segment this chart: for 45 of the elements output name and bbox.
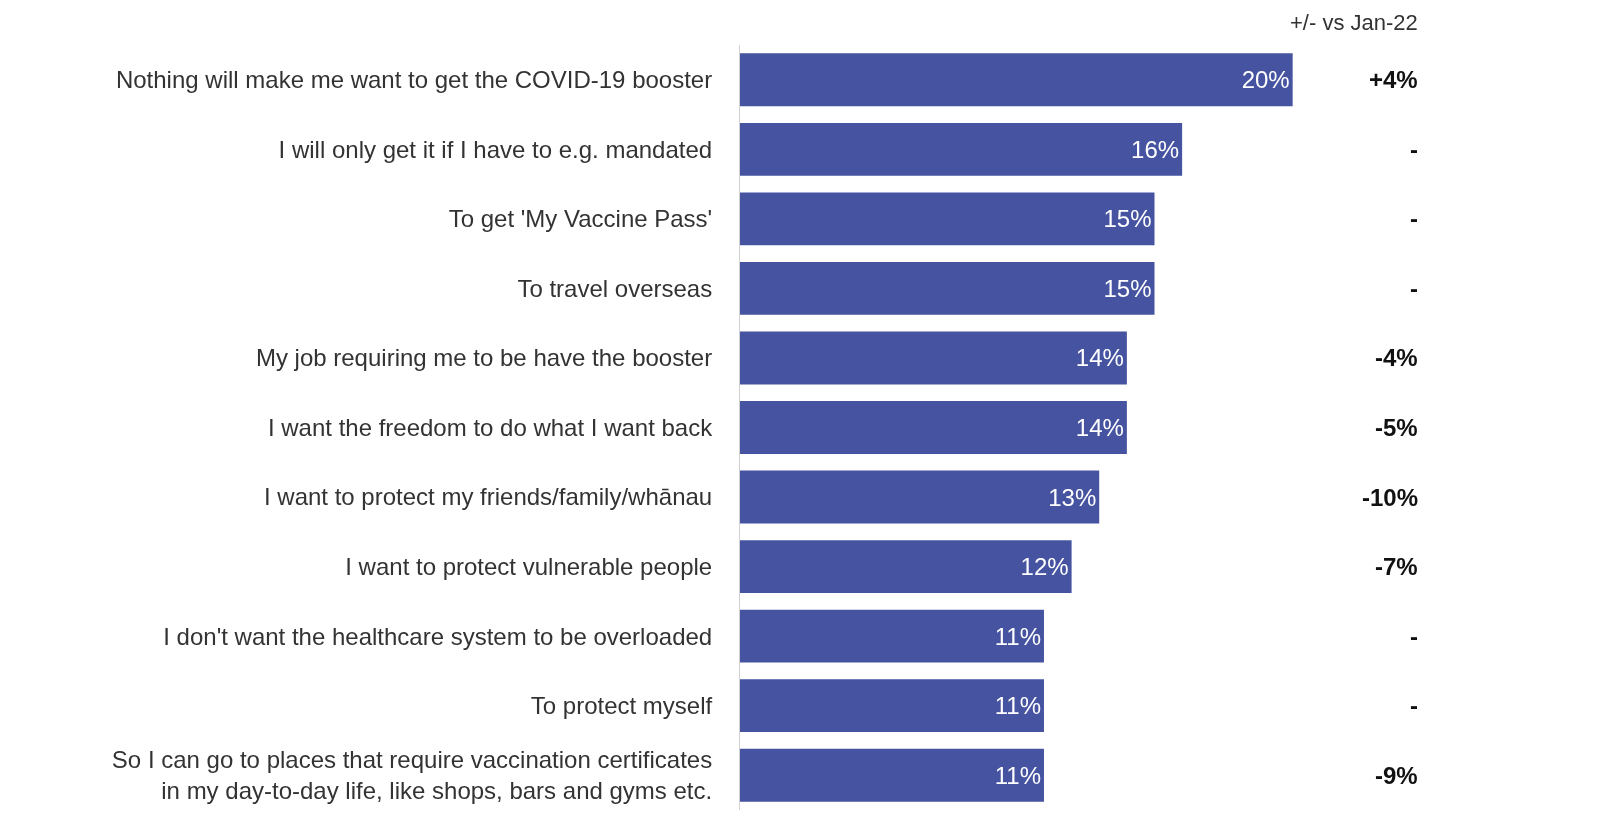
y-tick-label: To travel overseas	[517, 274, 713, 302]
text: -	[1410, 205, 1418, 232]
bar	[740, 609, 1044, 663]
bar	[740, 53, 1293, 107]
bar	[740, 261, 1155, 315]
bar	[740, 192, 1155, 246]
data-label: 14%	[1075, 414, 1124, 441]
bar	[740, 679, 1044, 733]
y-tick-label: My job requiring me to be have the booster	[255, 344, 713, 372]
text: -	[1410, 623, 1418, 650]
bar	[740, 331, 1127, 385]
bar	[740, 748, 1044, 802]
bar	[740, 470, 1100, 524]
bar	[740, 540, 1072, 594]
text: -	[1410, 136, 1418, 163]
y-tick-label: I don't want the healthcare system to be overloaded	[163, 622, 713, 650]
text: -4%	[1375, 344, 1418, 371]
data-label: 12%	[1020, 553, 1069, 581]
bar	[740, 401, 1127, 454]
text: +4%	[1369, 66, 1418, 93]
y-tick-label: I will only get it if I have to e.g. mandated	[278, 135, 713, 163]
text: -	[1410, 275, 1418, 302]
data-label: 11%	[994, 622, 1041, 650]
text: +/- vs Jan-22	[1290, 10, 1418, 35]
text: -7%	[1375, 553, 1418, 580]
text: -10%	[1362, 484, 1419, 511]
y-tick-label: To get 'My Vaccine Pass'	[448, 205, 713, 233]
y-tick-label: I want to protect vulnerable people	[345, 552, 713, 580]
y-tick-label: I want the freedom to do what I want back	[267, 413, 714, 441]
text: -5%	[1375, 414, 1418, 441]
data-label: 13%	[1048, 483, 1097, 511]
data-label: 15%	[1103, 205, 1152, 233]
data-label: 14%	[1075, 344, 1124, 372]
text: -9%	[1375, 762, 1418, 789]
data-label: 15%	[1103, 274, 1152, 302]
y-tick-label: So I can go to places that require vaccination certificates in my day-to-day life, like shops, bars and gyms etc.	[111, 746, 713, 805]
y-tick-label: Nothing will make me want to get the COVID-19 booster	[115, 66, 713, 94]
y-tick-label: To protect myself	[530, 692, 713, 720]
data-label: 11%	[994, 692, 1041, 720]
y-tick-label: I want to protect my friends/family/whānau	[264, 483, 713, 511]
text: -	[1410, 692, 1418, 719]
data-label: 11%	[994, 761, 1041, 789]
data-label: 20%	[1241, 66, 1290, 94]
bar	[740, 122, 1183, 176]
data-label: 16%	[1131, 135, 1180, 163]
